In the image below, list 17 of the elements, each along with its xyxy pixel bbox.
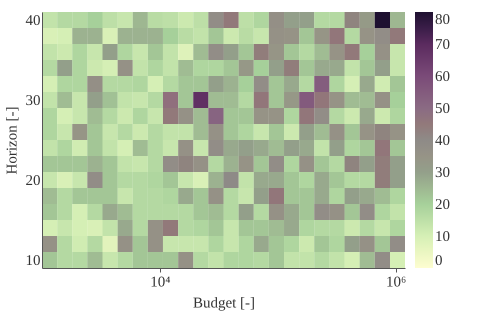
x-tick-label: 10⁴ xyxy=(150,274,171,290)
color-bar-label: 60 xyxy=(435,69,450,85)
y-tick-label: 30 xyxy=(26,93,40,109)
color-bar-label: 10 xyxy=(435,229,450,245)
y-axis-title: Horizon [-] xyxy=(4,106,20,174)
color-bar-label: 20 xyxy=(435,197,450,213)
color-bar-label: 80 xyxy=(435,12,450,28)
y-tick-label: 10 xyxy=(26,253,40,269)
y-tick-label: 20 xyxy=(26,173,40,189)
x-tick-label: 10⁶ xyxy=(386,274,406,290)
color-bar-label: 40 xyxy=(435,133,450,149)
color-bar-label: 50 xyxy=(435,101,450,117)
x-axis-title: Budget [-] xyxy=(192,296,256,312)
y-tick-label: 40 xyxy=(26,13,40,29)
color-bar-label: 70 xyxy=(435,37,450,53)
color-bar-label: 30 xyxy=(435,165,450,181)
color-bar-label: 0 xyxy=(435,253,442,269)
